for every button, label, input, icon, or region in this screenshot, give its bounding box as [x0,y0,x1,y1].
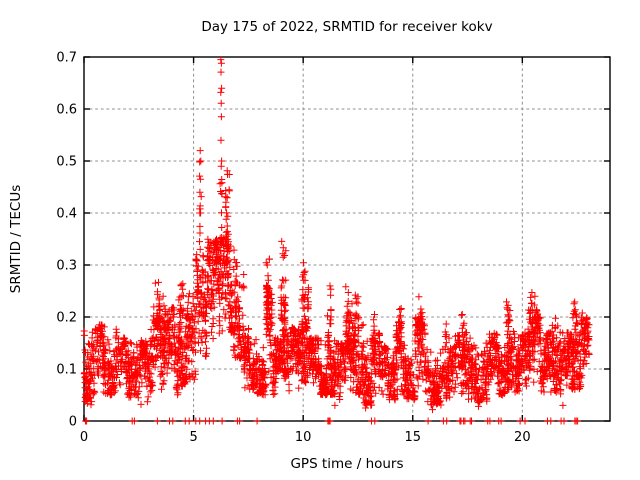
y-tick-label: 0.1 [56,363,77,378]
plot-border [83,56,611,422]
tick-labels: 0 5 10 15 20 0 0.1 0.2 0.3 0.4 0.5 0.6 0.7 [56,51,530,446]
y-tick-label: 0.7 [56,51,77,66]
x-tick-label: 15 [404,430,421,445]
data-points [80,56,593,425]
y-tick-label: 0.4 [56,207,77,222]
x-tick-label: 5 [189,430,197,445]
y-tick-label: 0 [69,415,77,430]
x-axis-label: GPS time / hours [290,456,403,472]
x-tick-label: 20 [514,430,531,445]
x-tick-label: 10 [295,430,312,445]
y-tick-label: 0.2 [56,311,77,326]
y-tick-label: 0.5 [56,155,77,170]
x-tick-label: 0 [80,430,88,445]
y-axis-label: SRMTID / TECUs [8,185,24,293]
chart-title: Day 175 of 2022, SRMTID for receiver kok… [201,19,492,35]
scatter-series-srmtid [80,56,593,425]
axes [83,56,611,422]
y-tick-label: 0.3 [56,259,77,274]
y-tick-label: 0.6 [56,103,77,118]
